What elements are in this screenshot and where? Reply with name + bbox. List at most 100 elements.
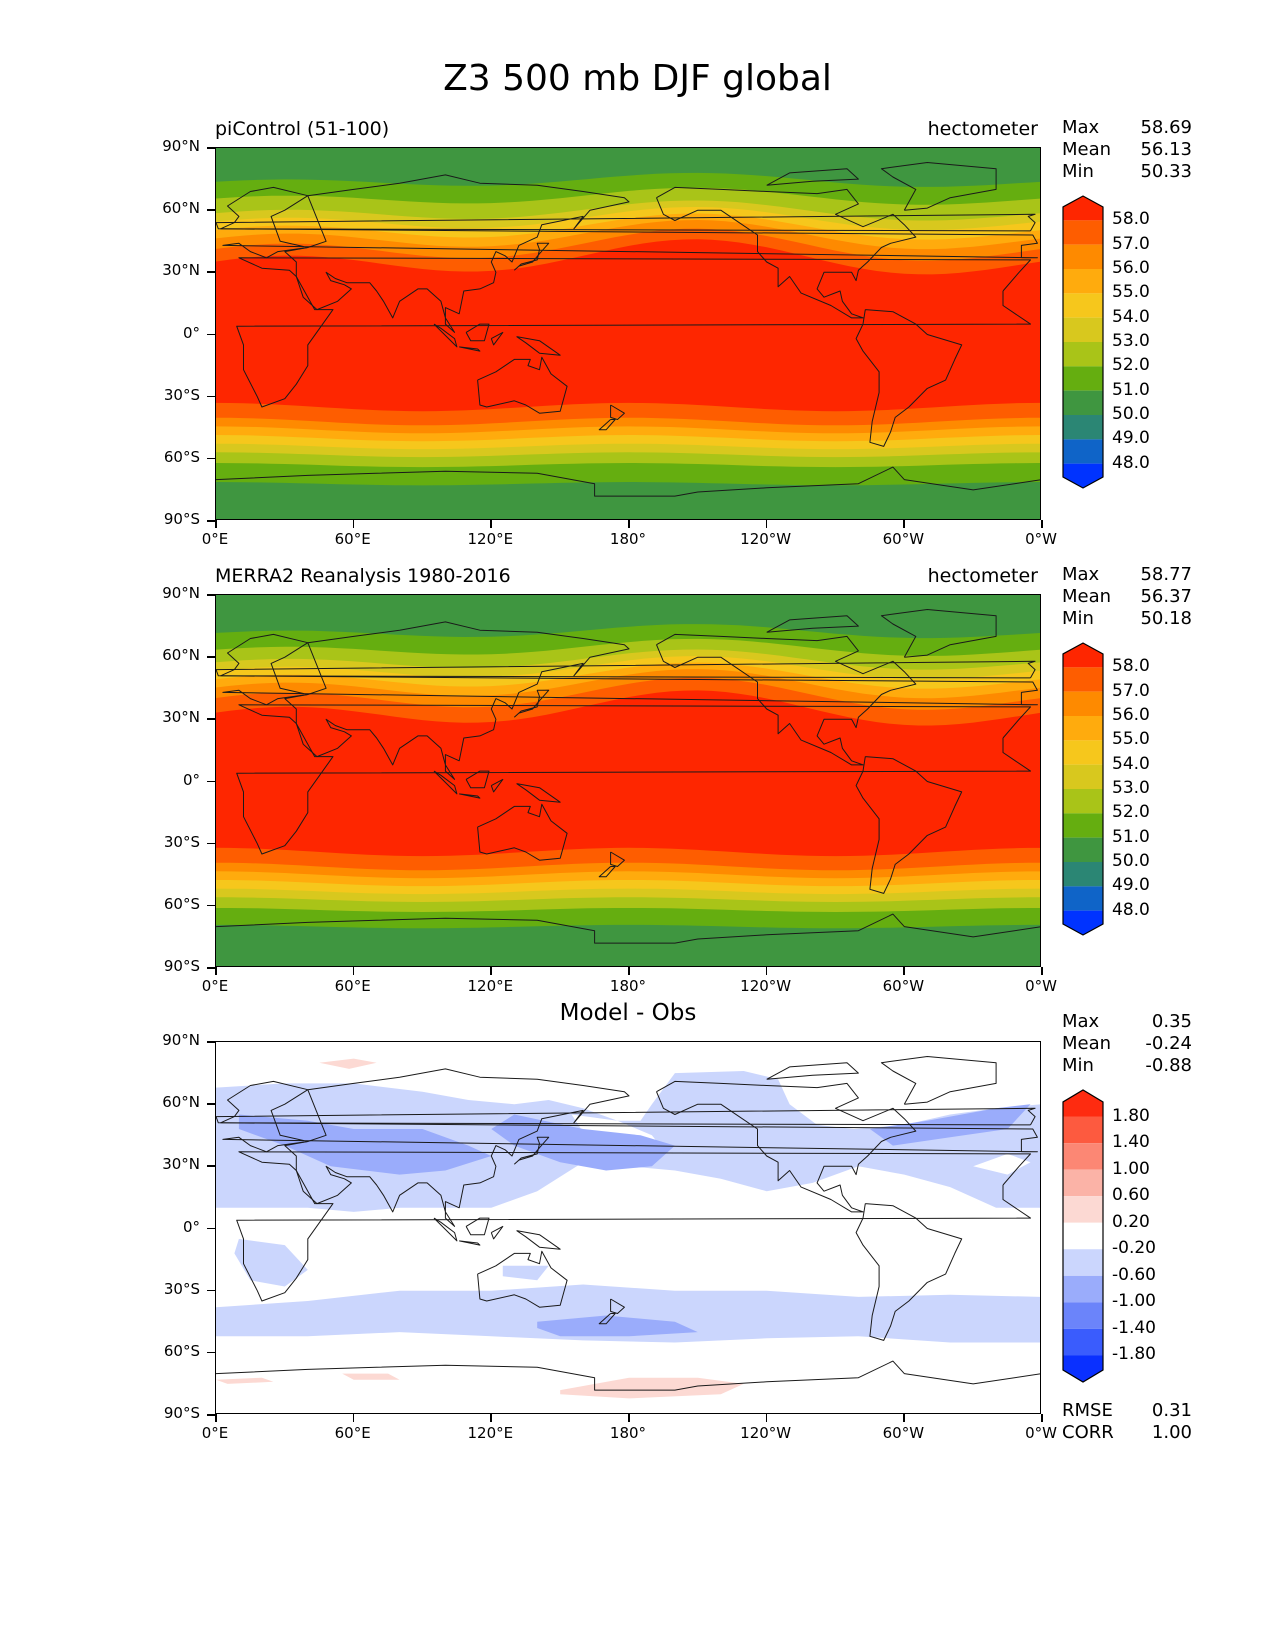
colorbar-segment: [1063, 463, 1103, 488]
colorbar-segment: [1063, 1302, 1103, 1329]
colorbar-segment: [1063, 691, 1103, 716]
colorbar-label: 57.0: [1112, 680, 1150, 701]
stat-value: 56.13: [1140, 139, 1192, 160]
coastline: [236, 704, 1031, 855]
stat-row: CORR 1.00: [1062, 1422, 1192, 1444]
colorbar-segment: [1063, 910, 1103, 935]
stat-value: 0.31: [1151, 1400, 1192, 1421]
lat-tick-mark: [207, 333, 215, 335]
coastline: [598, 866, 616, 878]
lat-tick-mark: [207, 1103, 215, 1105]
coastline: [855, 309, 963, 447]
colorbar-segment: [1063, 813, 1103, 838]
colorbar: [1062, 642, 1104, 940]
lat-tick-label: 90°S: [163, 1404, 200, 1422]
lon-tick-label: 60°E: [334, 1424, 371, 1442]
coastline: [516, 783, 561, 803]
lat-tick-label: 30°S: [163, 1279, 200, 1298]
colorbar-segment: [1063, 196, 1103, 221]
stat-value: -0.24: [1145, 1033, 1192, 1054]
colorbar-label: 58.0: [1112, 656, 1150, 677]
lon-tick-mark: [490, 967, 492, 975]
colorbar-label: -0.20: [1112, 1238, 1156, 1259]
lon-tick-label: 180°: [609, 530, 647, 548]
colorbar-segment: [1063, 1355, 1103, 1382]
stat-value: 58.69: [1140, 117, 1192, 138]
coastline: [216, 660, 1036, 679]
stats-block: Max 0.35 Mean -0.24 Min -0.88: [1062, 1011, 1192, 1077]
colorbar-svg: [1062, 1089, 1104, 1383]
colorbar-segment: [1063, 764, 1103, 789]
colorbar-svg: [1062, 642, 1104, 936]
stat-value: 56.37: [1140, 586, 1192, 607]
lat-tick-label: 30°S: [163, 832, 200, 851]
lon-tick-label: 0°W: [1025, 977, 1057, 995]
coastline: [880, 1056, 997, 1105]
lon-tick-label: 120°E: [467, 530, 514, 548]
stat-value: 50.33: [1140, 161, 1192, 182]
colorbar-segment: [1063, 1275, 1103, 1303]
lon-tick-mark: [490, 520, 492, 528]
coastline: [216, 1107, 1036, 1126]
panel-units: hectometer: [927, 118, 1038, 140]
colorbar-label: 0.60: [1112, 1185, 1150, 1206]
lat-tick-label: 60°N: [162, 646, 200, 665]
stat-label: Mean: [1062, 139, 1112, 160]
lat-tick-label: 90°N: [162, 584, 200, 602]
anomaly-region: [216, 1377, 274, 1384]
anomaly-region: [238, 1114, 492, 1175]
stat-row: Min 50.18: [1062, 608, 1192, 630]
lat-tick-label: 0°: [182, 770, 200, 789]
map-panel: MERRA2 Reanalysis 1980-2016 hectometer 90°…: [0, 564, 1275, 1007]
lon-tick-label: 120°W: [740, 530, 792, 548]
lon-tick-mark: [215, 1414, 217, 1422]
lat-tick-mark: [207, 147, 215, 149]
lat-tick-mark: [207, 457, 215, 460]
coastline: [610, 1298, 625, 1314]
lat-tick-label: 60°N: [162, 1093, 200, 1112]
lon-tick-mark: [765, 967, 768, 975]
coastline: [513, 689, 550, 718]
colorbar-segment: [1063, 269, 1103, 294]
colorbar-segment: [1063, 244, 1103, 269]
lon-tick-mark: [1041, 520, 1043, 528]
lon-tick-mark: [352, 520, 355, 528]
lat-tick-mark: [207, 656, 215, 658]
colorbar-segment: [1063, 837, 1103, 862]
lon-tick-label: 0°E: [201, 1424, 229, 1442]
lat-tick-mark: [207, 718, 215, 720]
coastline: [880, 162, 997, 211]
lat-tick-label: 0°: [182, 1217, 200, 1236]
lat-tick-mark: [207, 1414, 215, 1416]
coastline: [433, 1217, 458, 1242]
colorbar-label: 50.0: [1112, 851, 1150, 871]
lon-tick-label: 0°E: [201, 977, 229, 995]
colorbar-segment: [1063, 1328, 1103, 1356]
map-svg: [216, 595, 1040, 966]
stat-value: 1.00: [1151, 1422, 1192, 1443]
map-panel: Model - Obs 90°N 60°N 30°N 0° 30°S 60°S 90°S 0°E…: [0, 1000, 1275, 1454]
colorbar-segment: [1063, 643, 1103, 668]
colorbar-label: -1.40: [1112, 1317, 1156, 1338]
coastline: [598, 419, 616, 431]
stats-block: Max 58.77 Mean 56.37 Min 50.18: [1062, 564, 1192, 630]
stat-row: Mean 56.13: [1062, 139, 1192, 161]
coastline: [433, 770, 458, 795]
stat-row: Mean 56.37: [1062, 586, 1192, 608]
colorbar-label: 50.0: [1112, 404, 1150, 424]
lon-tick-mark: [628, 967, 630, 975]
lat-tick-label: 90°S: [163, 510, 200, 528]
colorbar-label: 1.80: [1112, 1105, 1150, 1126]
lon-tick-label: 180°: [609, 977, 647, 995]
colorbar-segment: [1063, 1222, 1103, 1250]
coastline: [490, 331, 504, 346]
stat-row: Min 50.33: [1062, 161, 1192, 183]
colorbar-label: 48.0: [1112, 452, 1150, 473]
lat-tick-mark: [207, 780, 215, 782]
stat-row: RMSE 0.31: [1062, 1400, 1192, 1422]
coastline: [477, 1250, 568, 1308]
lon-tick-label: 60°E: [334, 977, 371, 995]
lon-tick-label: 60°W: [882, 530, 925, 548]
lon-tick-label: 0°W: [1025, 1424, 1057, 1442]
anomaly-region: [560, 1377, 744, 1399]
